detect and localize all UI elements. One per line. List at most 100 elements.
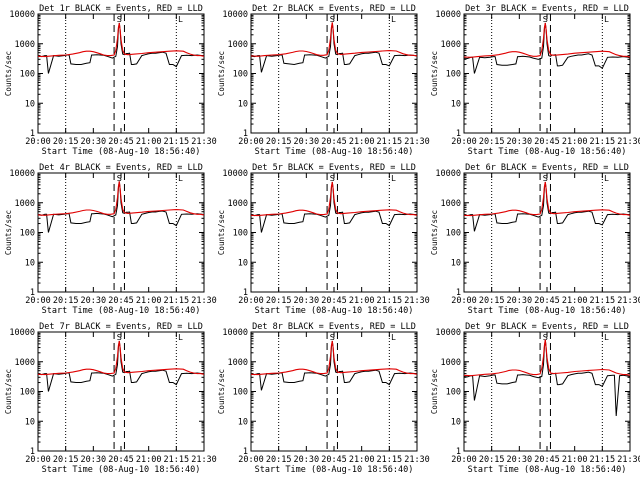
x-tick-label: 21:15: [590, 296, 616, 306]
y-tick-label: 1: [243, 288, 248, 298]
x-tick-label: 21:00: [136, 137, 162, 147]
y-tick-label: 10: [238, 99, 248, 109]
x-tick-label: 20:00: [238, 455, 264, 465]
x-tick-label: 20:00: [451, 137, 477, 147]
x-axis-label: Start Time (08-Aug-10 18:56:40): [42, 465, 201, 475]
x-tick-label: 20:45: [321, 296, 347, 306]
y-tick-label: 10: [25, 99, 35, 109]
plot-frame: [250, 172, 418, 293]
x-tick-label: 20:30: [81, 137, 107, 147]
x-tick-label: 20:30: [294, 455, 320, 465]
y-tick-label: 1000: [441, 358, 461, 368]
y-axis-label: Counts/sec: [4, 369, 13, 414]
panel-4: Det 4r BLACK = Events, RED = LLD 1 10 100 10…: [4, 163, 217, 316]
panel-title: Det 7r BLACK = Events, RED = LLD: [39, 322, 203, 332]
series-events-line: [463, 181, 631, 232]
panel-6: Det 6r BLACK = Events, RED = LLD 1 10 100 10…: [430, 163, 640, 316]
y-tick-label: 1: [243, 447, 248, 457]
x-tick-label: 20:15: [53, 137, 79, 147]
panel-title: Det 2r BLACK = Events, RED = LLD: [252, 4, 416, 14]
x-tick-label: 20:30: [507, 137, 533, 147]
x-tick-label: 20:00: [451, 296, 477, 306]
panel-1: Det 1r BLACK = Events, RED = LLD 1 10 100 10…: [4, 4, 217, 157]
series-events-line: [250, 22, 418, 73]
x-tick-label: 20:15: [266, 455, 292, 465]
x-tick-label: 21:30: [404, 455, 430, 465]
x-axis-label: Start Time (08-Aug-10 18:56:40): [255, 306, 414, 316]
x-axis-label: Start Time (08-Aug-10 18:56:40): [255, 465, 414, 475]
y-tick-label: 1: [456, 447, 461, 457]
series-lld-line: [250, 22, 418, 57]
y-tick-label: 10: [451, 417, 461, 427]
y-tick-label: 10000: [9, 169, 35, 179]
y-axis-label: Counts/sec: [217, 369, 226, 414]
y-tick-label: 10: [25, 258, 35, 268]
annotation-l: L: [178, 15, 183, 24]
y-tick-label: 1000: [15, 358, 35, 368]
x-tick-label: 20:00: [25, 296, 51, 306]
y-tick-label: 10000: [9, 328, 35, 338]
x-tick-label: 21:15: [377, 137, 403, 147]
y-axis-label: Counts/sec: [4, 210, 13, 255]
annotation-l: L: [391, 15, 396, 24]
y-tick-label: 1: [456, 129, 461, 139]
y-tick-label: 10000: [435, 328, 461, 338]
x-tick-label: 21:00: [349, 137, 375, 147]
x-tick-label: 21:30: [191, 137, 217, 147]
x-tick-label: 21:15: [164, 455, 190, 465]
y-tick-label: 100: [233, 70, 248, 80]
panel-7: Det 7r BLACK = Events, RED = LLD 1 10 100 10…: [4, 322, 217, 475]
plot-frame: [37, 331, 205, 452]
x-tick-label: 20:30: [507, 455, 533, 465]
y-tick-label: 1: [30, 288, 35, 298]
panel-2: Det 2r BLACK = Events, RED = LLD 1 10 100 10…: [217, 4, 430, 157]
y-tick-label: 1: [243, 129, 248, 139]
x-tick-label: 21:30: [617, 455, 640, 465]
x-axis-label: Start Time (08-Aug-10 18:56:40): [255, 147, 414, 157]
y-tick-label: 10000: [9, 10, 35, 20]
x-tick-label: 20:45: [534, 137, 560, 147]
panel-9: Det 9r BLACK = Events, RED = LLD 1 10 100 10…: [430, 322, 640, 475]
series-events-line: [463, 339, 631, 417]
panel-title: Det 4r BLACK = Events, RED = LLD: [39, 163, 203, 173]
x-tick-label: 21:30: [191, 296, 217, 306]
series-events-line: [37, 181, 205, 233]
x-tick-label: 21:00: [136, 296, 162, 306]
y-tick-label: 10: [451, 99, 461, 109]
y-tick-label: 100: [20, 229, 35, 239]
x-tick-label: 20:45: [108, 137, 134, 147]
panel-3: Det 3r BLACK = Events, RED = LLD 1 10 100 10…: [430, 4, 640, 157]
x-tick-label: 21:00: [562, 296, 588, 306]
x-tick-label: 20:45: [534, 296, 560, 306]
annotation-l: L: [391, 174, 396, 183]
annotation-l: L: [178, 333, 183, 342]
x-tick-label: 20:15: [479, 455, 505, 465]
annotation-l: L: [391, 333, 396, 342]
x-tick-label: 21:00: [349, 455, 375, 465]
y-tick-label: 10000: [222, 169, 248, 179]
y-axis-label: Counts/sec: [430, 210, 439, 255]
x-tick-label: 20:15: [266, 137, 292, 147]
y-tick-label: 1: [456, 288, 461, 298]
x-tick-label: 20:45: [534, 455, 560, 465]
y-tick-label: 10: [451, 258, 461, 268]
y-tick-label: 10: [25, 417, 35, 427]
x-axis-label: Start Time (08-Aug-10 18:56:40): [468, 306, 627, 316]
x-tick-label: 21:00: [562, 137, 588, 147]
x-tick-label: 20:00: [451, 455, 477, 465]
y-axis-label: Counts/sec: [217, 210, 226, 255]
y-tick-label: 10: [238, 258, 248, 268]
y-tick-label: 1000: [228, 40, 248, 50]
annotation-s: S: [543, 15, 548, 24]
x-tick-label: 20:45: [321, 137, 347, 147]
y-tick-label: 10000: [222, 328, 248, 338]
panel-title: Det 5r BLACK = Events, RED = LLD: [252, 163, 416, 173]
x-tick-label: 21:15: [377, 296, 403, 306]
x-tick-label: 20:45: [108, 296, 134, 306]
x-tick-label: 21:15: [377, 455, 403, 465]
x-tick-label: 21:00: [136, 455, 162, 465]
annotation-s: S: [330, 333, 335, 342]
x-tick-label: 21:30: [617, 296, 640, 306]
series-lld-line: [463, 22, 631, 58]
series-lld-line: [37, 340, 205, 376]
